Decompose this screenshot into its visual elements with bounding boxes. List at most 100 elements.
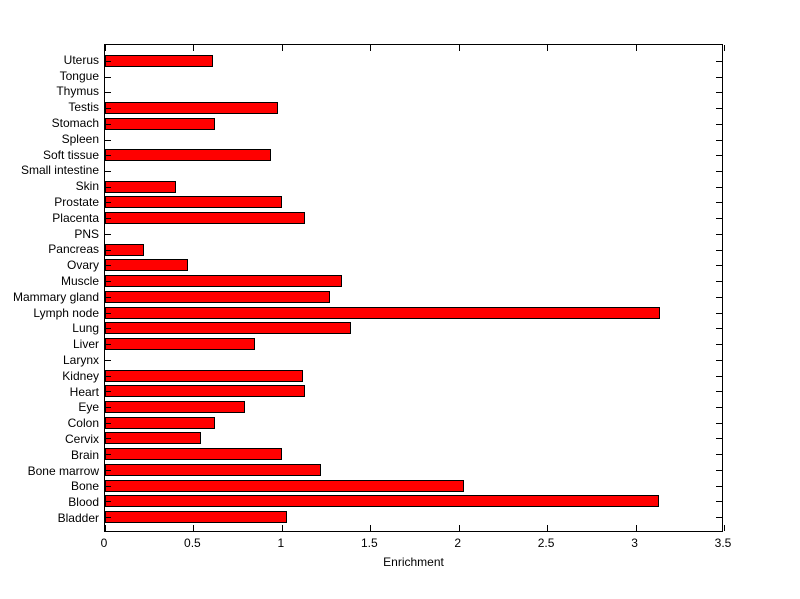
bar-cervix [105,432,201,445]
x-tick-label-3: 3 [631,536,638,550]
y-label-spleen: Spleen [61,131,99,146]
y-tick-left [105,281,111,283]
x-tick-bottom [547,525,549,531]
bar-row-cervix [105,431,722,447]
bar-soft-tissue [105,149,272,162]
y-tick-right [716,312,722,314]
bar-testis [105,102,279,115]
bar-row-bone-marrow [105,462,722,478]
x-tick-bottom [370,525,372,531]
bar-placenta [105,212,305,225]
bar-row-soft-tissue [105,147,722,163]
y-label-stomach: Stomach [51,116,99,131]
y-label-mammary-gland: Mammary gland [12,289,99,304]
y-axis-labels: Uterus Tongue Thymus Testis Stomach Spleen Sof… [0,44,99,532]
y-tick-right [716,485,722,487]
y-label-placenta: Placenta [52,210,99,225]
y-tick-left [105,359,111,361]
y-label-tongue: Tongue [59,68,99,83]
bar-row-testis [105,100,722,116]
y-label-colon: Colon [67,416,99,431]
y-tick-right [716,123,722,125]
y-tick-right [716,281,722,283]
bar-blood [105,495,659,508]
y-tick-left [105,438,111,440]
bar-uterus [105,54,213,67]
x-tick-label-0-5: 0.5 [184,536,201,550]
y-tick-right [716,76,722,78]
bar-colon [105,416,215,429]
y-tick-right [716,60,722,62]
bar-row-small-intestine [105,163,722,179]
y-label-skin: Skin [75,179,99,194]
y-tick-left [105,233,111,235]
bar-row-eye [105,399,722,415]
x-tick-bottom [193,525,195,531]
bar-row-spleen [105,132,722,148]
y-label-prostate: Prostate [54,195,99,210]
y-tick-right [716,92,722,94]
bar-row-liver [105,336,722,352]
x-tick-label-1: 1 [277,536,285,550]
plot-box [104,44,725,532]
x-tick-label-1-5: 1.5 [360,536,378,550]
y-label-ovary: Ovary [66,258,99,273]
bar-row-tongue [105,69,722,85]
y-label-bladder: Bladder [57,511,99,525]
y-tick-right [716,155,722,157]
bar-muscle [105,275,342,288]
y-label-muscle: Muscle [60,274,99,289]
y-tick-left [105,407,111,409]
x-axis-tick-labels: 0 0.5 1 1.5 2 2.5 3 3.5 [101,536,732,552]
x-tick-bottom [281,525,283,531]
y-label-brain: Brain [70,447,99,462]
y-tick-right [716,218,722,220]
x-axis-title: Enrichment [383,555,444,569]
y-tick-left [105,155,111,157]
x-tick-label-2-5: 2.5 [537,536,555,550]
bar-row-prostate [105,195,722,211]
y-tick-left [105,517,111,519]
x-tick-top [724,45,725,51]
bar-row-bone [105,478,722,494]
y-tick-right [716,469,722,471]
y-tick-right [716,233,722,235]
y-tick-left [105,123,111,125]
y-tick-left [105,108,111,110]
y-tick-left [105,469,111,471]
bar-row-uterus [105,53,722,69]
y-tick-left [105,312,111,314]
y-label-lung: Lung [72,321,99,336]
bar-row-larynx [105,352,722,368]
bar-skin [105,180,176,193]
y-label-blood: Blood [68,495,99,510]
x-tick-bottom [635,525,637,531]
bar-row-mammary-gland [105,289,722,305]
y-tick-left [105,218,111,220]
y-tick-left [105,391,111,393]
y-label-liver: Liver [72,337,99,352]
y-tick-right [716,202,722,204]
y-label-bone-marrow: Bone marrow [27,463,99,478]
x-tick-top [105,45,106,51]
y-tick-right [716,359,722,361]
y-tick-left [105,344,111,346]
y-label-heart: Heart [69,384,99,399]
bar-row-kidney [105,368,722,384]
y-tick-left [105,375,111,377]
bar-bladder [105,511,288,524]
bar-row-colon [105,415,722,431]
x-tick-top [281,45,283,51]
bar-kidney [105,369,304,382]
y-label-pancreas: Pancreas [48,242,99,257]
x-tick-bottom [105,525,106,531]
x-tick-top [547,45,549,51]
y-label-thymus: Thymus [56,84,99,99]
bar-row-pancreas [105,242,722,258]
bar-bone [105,479,464,492]
y-tick-left [105,454,111,456]
bar-row-heart [105,383,722,399]
x-tick-bottom [458,525,460,531]
y-tick-right [716,171,722,172]
